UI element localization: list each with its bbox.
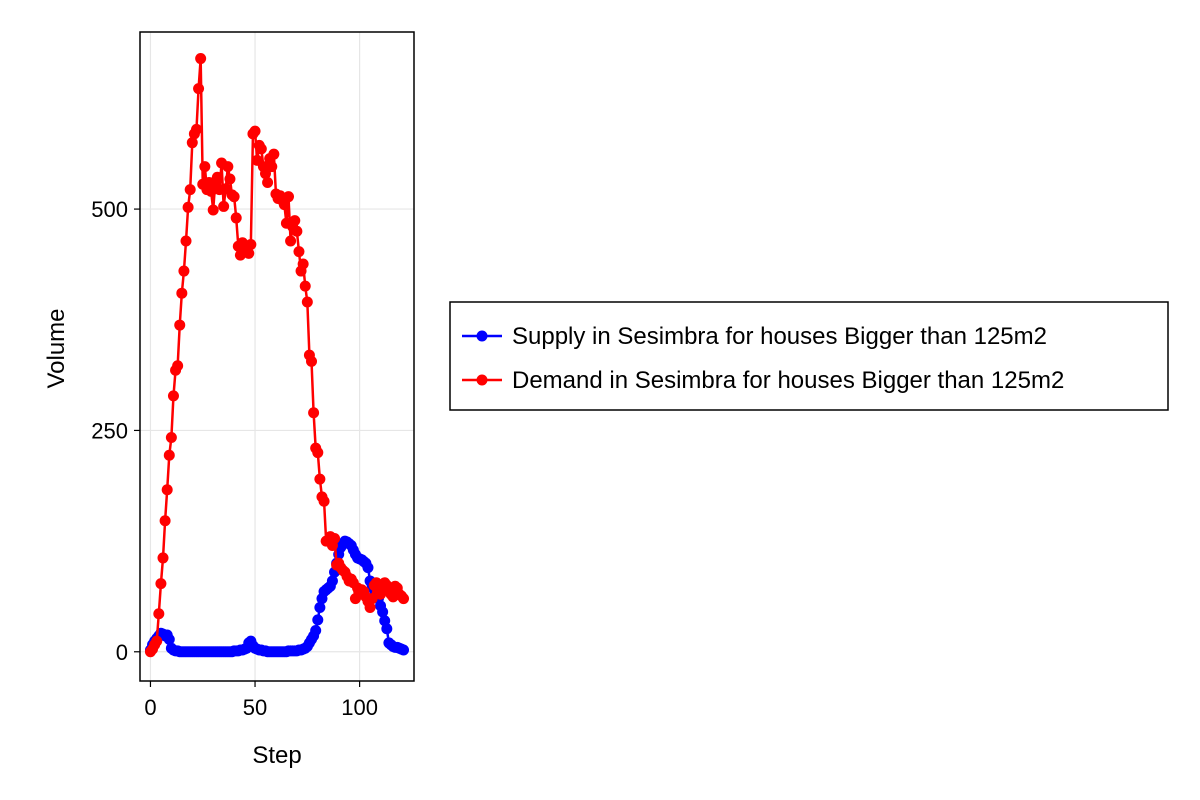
x-tick-label: 50 (243, 695, 267, 720)
axis-ticks: 0 50 100 0 250 500 (91, 197, 378, 720)
series-2-point (293, 246, 305, 258)
series-1-point (362, 562, 374, 574)
series-2-point (211, 171, 223, 183)
series-2-point (222, 161, 234, 173)
series-2-point (301, 296, 313, 308)
x-tick-label: 0 (144, 695, 156, 720)
legend-label-1: Supply in Sesimbra for houses Bigger tha… (512, 323, 1047, 350)
series-2-point (180, 235, 192, 247)
series-2-point (163, 449, 175, 461)
series-2-point (157, 552, 169, 564)
series-2-point (228, 191, 240, 203)
legend-label-2: Demand in Sesimbra for houses Bigger tha… (512, 367, 1064, 394)
series-2-point (245, 238, 257, 250)
series-2-point (224, 173, 236, 185)
series-2-point (299, 280, 311, 292)
y-axis-title: Volume (43, 308, 70, 388)
series-2-point (314, 473, 326, 485)
series-2 (144, 53, 410, 658)
series-2-point (207, 204, 219, 216)
series-2-point (243, 247, 255, 259)
series-1-point (314, 602, 326, 614)
series-2-point (174, 319, 186, 331)
series-2-point (195, 53, 207, 65)
series-2-point (255, 143, 267, 155)
series-2-point (178, 265, 190, 277)
series-2-point (289, 215, 301, 227)
series-2-point (306, 355, 318, 367)
x-axis-title: Step (252, 742, 301, 769)
series-2-point (199, 161, 211, 173)
series-2-point (186, 137, 198, 149)
series-1-point (310, 625, 322, 637)
x-tick-label: 100 (341, 695, 378, 720)
series-2-point (155, 578, 167, 590)
series-2-point (285, 235, 297, 247)
series-2-point (312, 447, 324, 459)
legend-swatch-marker-1 (476, 330, 488, 342)
series-2-point (165, 432, 177, 444)
series-2-point (190, 123, 202, 135)
series-2-point (308, 407, 320, 419)
series-2-point (268, 148, 280, 160)
series-2-point (259, 168, 271, 180)
series-1 (144, 535, 410, 658)
series-2-point (366, 593, 378, 605)
series-2-point (291, 225, 303, 237)
series-2-point (193, 83, 205, 95)
series-1-point (326, 575, 338, 587)
series-2-point (205, 185, 217, 197)
series-layer (144, 53, 410, 658)
legend: Supply in Sesimbra for houses Bigger tha… (449, 301, 1169, 411)
series-2-point (398, 593, 410, 605)
series-2-point (176, 287, 188, 299)
series-2-point (182, 201, 194, 213)
series-2-point (153, 608, 165, 620)
series-2-point (249, 125, 261, 137)
series-2-point (364, 602, 376, 614)
series-2-point (167, 390, 179, 402)
series-2-point (184, 184, 196, 196)
series-2-point (230, 212, 242, 224)
y-tick-label: 500 (91, 197, 128, 222)
legend-box (449, 301, 1169, 411)
series-2-point (218, 200, 230, 212)
series-2-point (161, 484, 173, 496)
series-2-point (297, 258, 309, 270)
legend-swatch-marker-2 (476, 374, 488, 386)
series-2-point (266, 161, 278, 173)
series-2-point (159, 515, 171, 527)
series-2-point (329, 532, 341, 544)
y-tick-label: 250 (91, 418, 128, 443)
series-1-point (312, 614, 324, 626)
plot-frame (139, 31, 415, 682)
series-2-point (283, 191, 295, 203)
series-2-point (262, 177, 274, 189)
y-tick-label: 0 (116, 640, 128, 665)
series-1-point (377, 606, 389, 618)
series-2-point (318, 495, 330, 507)
series-1-point (398, 644, 410, 656)
series-2-point (172, 360, 184, 372)
series-1-point (381, 623, 393, 635)
series-2-point (151, 635, 163, 647)
series-1-point (163, 633, 175, 645)
